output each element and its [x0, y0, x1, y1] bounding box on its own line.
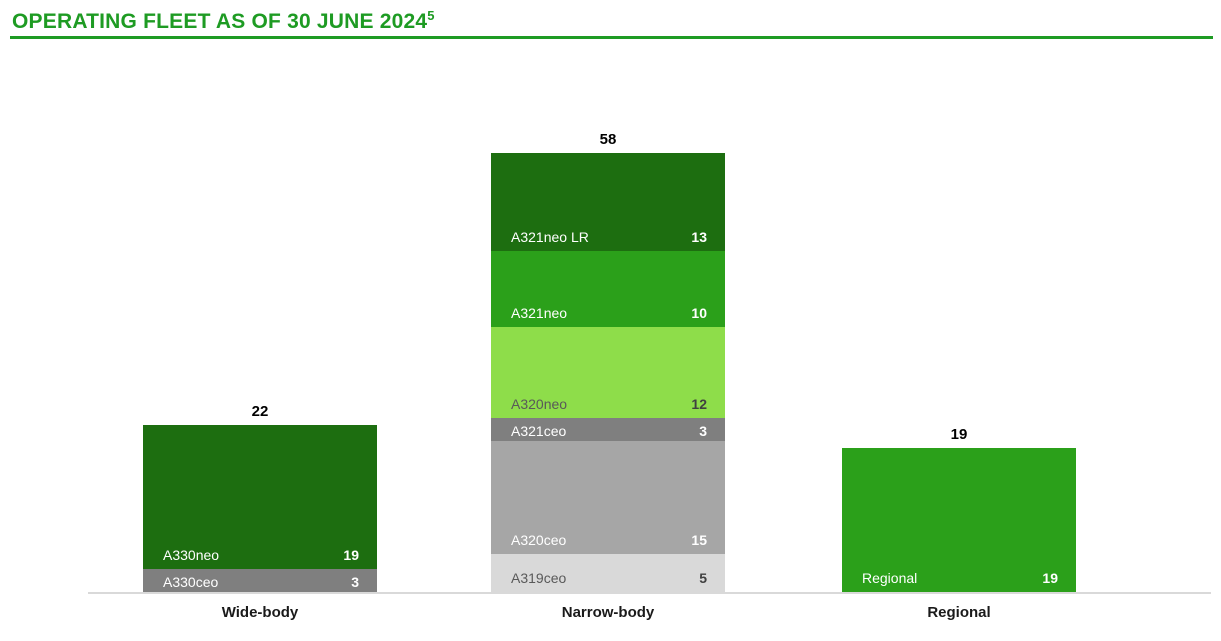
segment-label-a319ceo: A319ceo 5 — [511, 570, 707, 586]
segment-a330neo: A330neo 19 — [143, 425, 377, 569]
segment-value: 3 — [699, 422, 707, 439]
segment-label-a320neo: A320neo 12 — [511, 396, 707, 412]
segment-name: Regional — [862, 569, 918, 586]
segment-a321ceo: A321ceo 3 — [491, 417, 725, 441]
segment-name: A330ceo — [163, 573, 219, 590]
segment-value: 19 — [343, 546, 359, 563]
segment-label-regional: Regional 19 — [862, 570, 1058, 586]
page-title-footnote-marker: 5 — [427, 8, 435, 23]
page-title: OPERATING FLEET AS OF 30 JUNE 20245 — [12, 8, 435, 34]
segment-label-a320ceo: A320ceo 15 — [511, 532, 707, 548]
segment-label-a321ceo: A321ceo 3 — [511, 423, 707, 439]
segment-a319ceo: A319ceo 5 — [491, 554, 725, 593]
bar-narrow-body: A321neo LR 13 A321neo 10 A320neo 12 A321ceo 3 A3… — [491, 153, 725, 593]
segment-value: 3 — [351, 573, 359, 590]
x-axis-line — [88, 592, 1211, 594]
title-underline — [10, 36, 1213, 39]
segment-regional: Regional 19 — [842, 448, 1076, 592]
segment-a320neo: A320neo 12 — [491, 327, 725, 418]
segment-a321neo: A321neo 10 — [491, 251, 725, 328]
segment-name: A320ceo — [511, 532, 567, 549]
bar-regional: Regional 19 — [842, 448, 1076, 592]
segment-label-a321neo-lr: A321neo LR 13 — [511, 229, 707, 245]
segment-value: 12 — [691, 395, 707, 412]
x-axis-label-regional: Regional — [927, 604, 991, 621]
bar-total-regional: 19 — [950, 426, 968, 443]
bar-total-narrow-body: 58 — [599, 131, 617, 148]
segment-a330ceo: A330ceo 3 — [143, 568, 377, 592]
segment-a320ceo: A320ceo 15 — [491, 440, 725, 555]
x-axis-label-narrow-body: Narrow-body — [561, 604, 655, 621]
segment-value: 5 — [699, 570, 707, 587]
bar-wide-body: A330neo 19 A330ceo 3 — [143, 425, 377, 592]
segment-value: 10 — [691, 305, 707, 322]
segment-value: 13 — [691, 229, 707, 246]
segment-label-a330neo: A330neo 19 — [163, 547, 359, 563]
segment-a321neo-lr: A321neo LR 13 — [491, 153, 725, 252]
segment-value: 15 — [691, 532, 707, 549]
segment-label-a321neo: A321neo 10 — [511, 305, 707, 321]
segment-name: A320neo — [511, 395, 568, 412]
segment-name: A319ceo — [511, 570, 567, 587]
segment-name: A321ceo — [511, 422, 567, 439]
segment-name: A321neo LR — [511, 229, 589, 246]
segment-label-a330ceo: A330ceo 3 — [163, 574, 359, 590]
segment-name: A321neo — [511, 305, 568, 322]
x-axis-label-wide-body: Wide-body — [221, 604, 299, 621]
bar-total-wide-body: 22 — [251, 403, 269, 420]
segment-name: A330neo — [163, 546, 220, 563]
page-title-text: OPERATING FLEET AS OF 30 JUNE 2024 — [12, 10, 428, 33]
segment-value: 19 — [1042, 569, 1058, 586]
